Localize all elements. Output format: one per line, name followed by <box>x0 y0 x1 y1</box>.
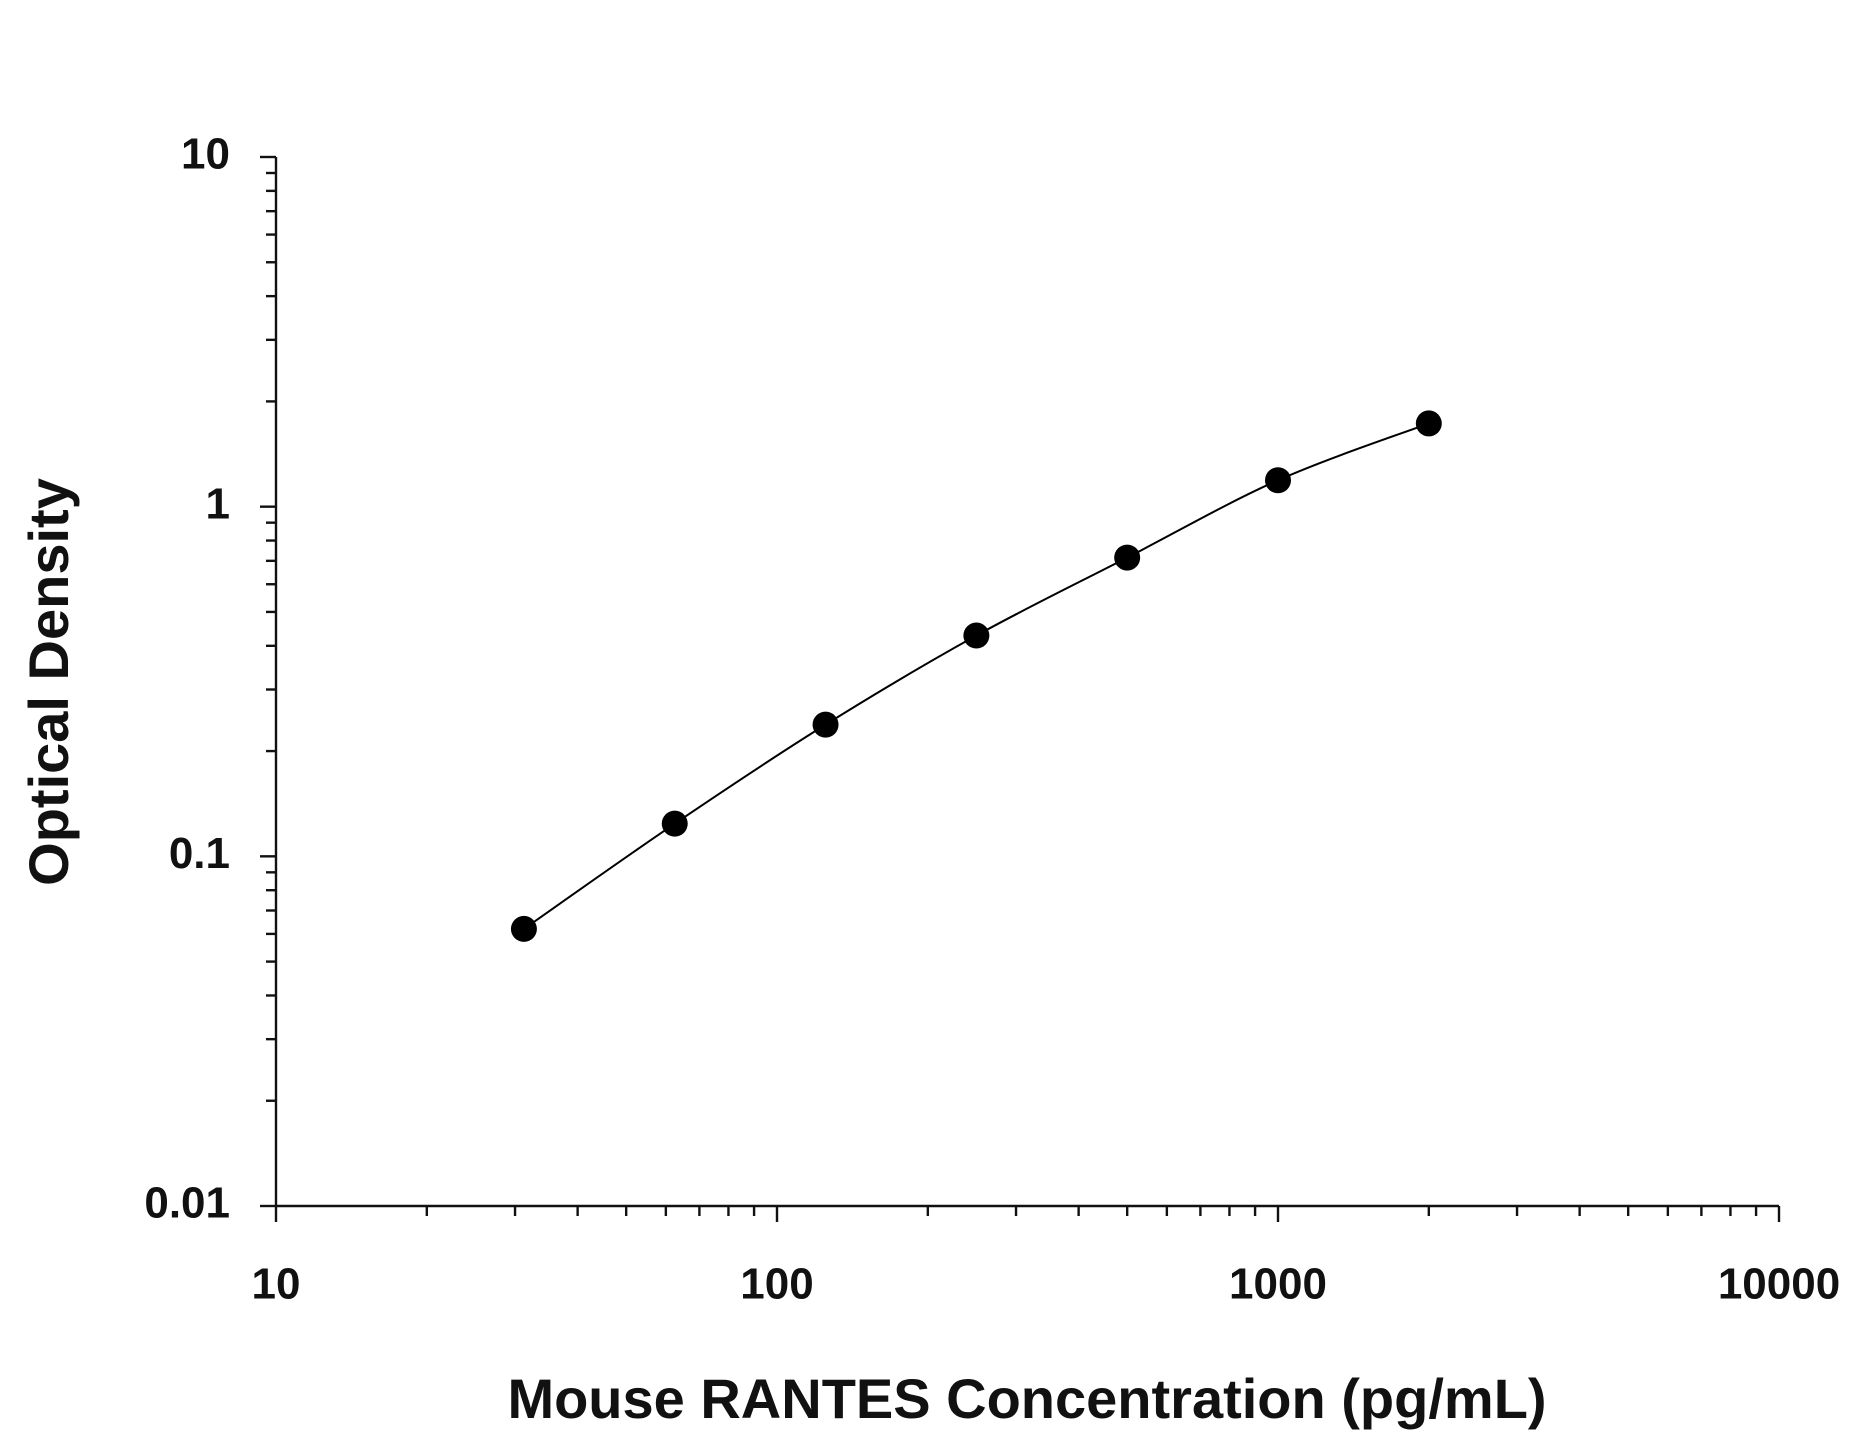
y-tick-label: 1 <box>206 479 230 528</box>
x-tick-label: 10 <box>252 1260 301 1309</box>
data-point <box>1415 410 1442 437</box>
y-tick-label: 0.1 <box>169 829 230 878</box>
y-axis-title: Optical Density <box>17 478 80 886</box>
x-tick-label: 10000 <box>1718 1260 1840 1309</box>
data-point <box>1265 467 1291 494</box>
data-point <box>510 915 537 942</box>
y-tick-label: 10 <box>181 130 230 179</box>
x-axis-title: Mouse RANTES Concentration (pg/mL) <box>507 1367 1546 1430</box>
data-point <box>812 711 839 738</box>
y-tick-label: 0.01 <box>144 1179 230 1228</box>
data-point <box>963 622 990 649</box>
fit-curve <box>523 422 1430 930</box>
data-point <box>1114 544 1141 571</box>
x-tick-label: 100 <box>740 1260 813 1309</box>
data-point <box>661 810 688 837</box>
x-tick-label: 1000 <box>1229 1260 1327 1309</box>
